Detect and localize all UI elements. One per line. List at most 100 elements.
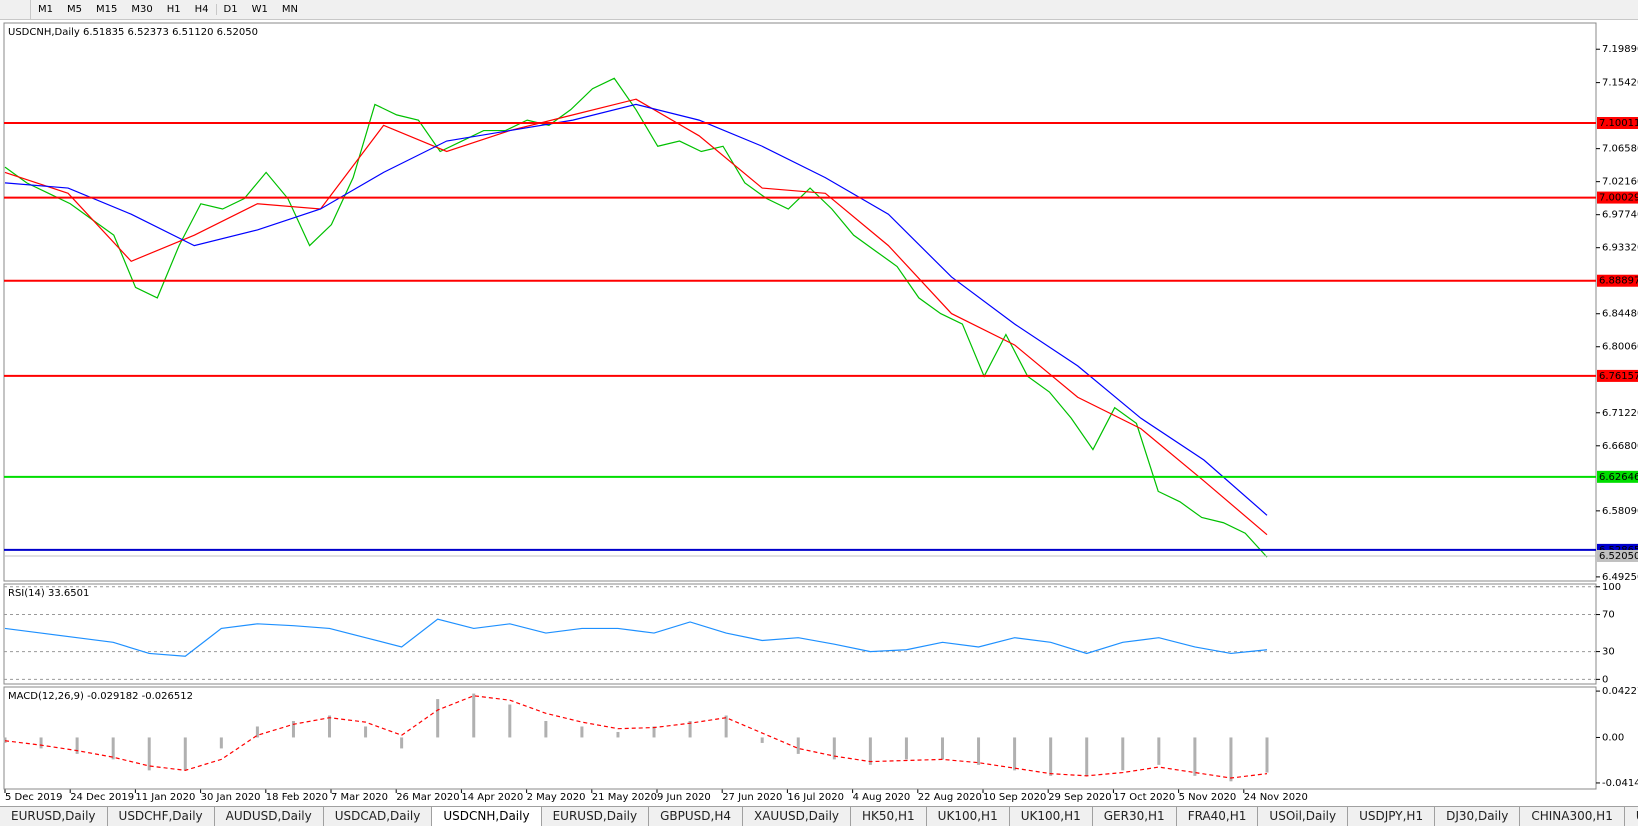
- y-tick-label: 6.49250: [1602, 572, 1638, 583]
- histogram-bar: [3, 737, 7, 743]
- histogram-bar: [580, 726, 584, 738]
- histogram-bar: [400, 737, 404, 749]
- y-tick-label: 6.84480: [1602, 309, 1638, 320]
- y-tick-label: 6.93320: [1602, 243, 1638, 254]
- y-tick-label: 6.66800: [1602, 441, 1638, 452]
- histogram-bar: [328, 715, 332, 738]
- histogram-bar: [39, 737, 43, 749]
- y-tick-label: 7.06580: [1602, 144, 1638, 155]
- histogram-bar: [724, 715, 728, 738]
- histogram-bar: [75, 737, 79, 754]
- y-tick-label: 30: [1602, 647, 1615, 658]
- timeframe-button[interactable]: M1: [38, 4, 53, 15]
- histogram-bar: [291, 721, 295, 738]
- x-tick-label: 16 Jul 2020: [787, 792, 844, 803]
- x-tick-label: 10 Sep 2020: [983, 792, 1046, 803]
- timeframe-button[interactable]: H1: [166, 4, 181, 15]
- y-tick-label: 0.042275: [1602, 686, 1638, 697]
- chart-tab[interactable]: USOil,Daily: [1258, 807, 1349, 826]
- x-tick-label: 24 Nov 2020: [1244, 792, 1308, 803]
- chart-tab[interactable]: EURUSD,Daily: [0, 807, 108, 826]
- histogram-bar: [472, 693, 476, 738]
- level-label: 7.10011: [1599, 118, 1638, 129]
- x-tick-label: 5 Dec 2019: [5, 792, 63, 803]
- chart-tab[interactable]: DJ30,Daily: [1435, 807, 1521, 826]
- panel-frame: [3, 686, 1597, 790]
- histogram-bar: [183, 737, 187, 771]
- histogram-bar: [1121, 737, 1125, 771]
- histogram-bar: [544, 721, 548, 738]
- chart-tab[interactable]: USDJPY,H1: [1348, 807, 1436, 826]
- histogram-bar: [255, 726, 259, 738]
- series-line: [4, 618, 1268, 657]
- y-tick-label: 7.19890: [1602, 44, 1638, 55]
- x-tick-label: 22 Aug 2020: [918, 792, 982, 803]
- x-tick-label: 4 Aug 2020: [853, 792, 911, 803]
- y-tick-label: 6.58090: [1602, 506, 1638, 517]
- chart-tab[interactable]: USDCAD,Daily: [324, 807, 433, 826]
- y-tick-label: 100: [1602, 582, 1621, 593]
- histogram-bar: [904, 737, 908, 760]
- y-tick-label: 6.80060: [1602, 342, 1638, 353]
- chart-tab[interactable]: GER30,H1: [1093, 807, 1177, 826]
- histogram-bar: [832, 737, 836, 760]
- chart-tab[interactable]: CHINA300,H1: [1520, 807, 1625, 826]
- y-tick-label: 6.97740: [1602, 210, 1638, 221]
- level-label: 6.88897: [1599, 276, 1638, 287]
- x-tick-label: 26 Mar 2020: [396, 792, 459, 803]
- chart-tab[interactable]: UK100,H1: [1010, 807, 1093, 826]
- chart-tab[interactable]: USDCHF,Daily: [108, 807, 215, 826]
- x-tick-label: 24 Dec 2019: [70, 792, 134, 803]
- histogram-bar: [1157, 737, 1161, 765]
- series-line: [4, 103, 1268, 516]
- panel-title: MACD(12,26,9) -0.029182 -0.026512: [8, 691, 193, 702]
- series-line: [4, 77, 1268, 558]
- toolbar-icon[interactable]: [0, 0, 31, 19]
- timeframe-button[interactable]: M15: [96, 4, 118, 15]
- x-tick-label: 29 Sep 2020: [1048, 792, 1111, 803]
- histogram-bar: [111, 737, 115, 760]
- x-tick-label: 14 Apr 2020: [461, 792, 523, 803]
- x-tick-label: 7 Mar 2020: [331, 792, 388, 803]
- histogram-bar: [868, 737, 872, 765]
- timeframe-button[interactable]: D1: [215, 4, 245, 15]
- chart-tab[interactable]: USOil,H1: [1625, 807, 1638, 826]
- histogram-bar: [364, 726, 368, 738]
- y-tick-label: 7.02160: [1602, 177, 1638, 188]
- histogram-bar: [219, 737, 223, 749]
- level-label: 6.62646: [1599, 472, 1638, 483]
- timeframe-button[interactable]: H4: [194, 4, 209, 15]
- histogram-bar: [1085, 737, 1089, 776]
- x-tick-label: 5 Nov 2020: [1179, 792, 1237, 803]
- timeframe-button[interactable]: M30: [131, 4, 153, 15]
- x-tick-label: 27 Jun 2020: [722, 792, 782, 803]
- y-tick-label: -0.04148: [1602, 778, 1638, 789]
- chart-tab[interactable]: HK50,H1: [851, 807, 927, 826]
- timeframe-button[interactable]: MN: [281, 4, 298, 15]
- panel-title: USDCNH,Daily 6.51835 6.52373 6.51120 6.5…: [8, 27, 258, 38]
- chart-tab[interactable]: USDCNH,Daily: [432, 807, 542, 826]
- chart-tab[interactable]: FRA40,H1: [1177, 807, 1259, 826]
- x-tick-label: 17 Oct 2020: [1113, 792, 1175, 803]
- histogram-bar: [1013, 737, 1017, 771]
- x-tick-label: 2 May 2020: [527, 792, 586, 803]
- histogram-bar: [940, 737, 944, 760]
- x-tick-label: 9 Jun 2020: [657, 792, 711, 803]
- panel-title: RSI(14) 33.6501: [8, 588, 89, 599]
- histogram-bar: [508, 704, 512, 738]
- chart-tab[interactable]: EURUSD,Daily: [542, 807, 650, 826]
- histogram-bar: [1193, 737, 1197, 776]
- chart-tab[interactable]: GBPUSD,H4: [649, 807, 743, 826]
- chart-tab[interactable]: UK100,H1: [927, 807, 1010, 826]
- histogram-bar: [652, 726, 656, 738]
- histogram-bar: [1049, 737, 1053, 776]
- histogram-bar: [147, 737, 151, 771]
- timeframe-button[interactable]: M5: [67, 4, 82, 15]
- timeframe-button[interactable]: W1: [251, 4, 268, 15]
- level-label: 6.52050: [1599, 551, 1638, 562]
- histogram-bar: [1229, 737, 1233, 782]
- chart-tab[interactable]: XAUUSD,Daily: [743, 807, 852, 826]
- level-label-box: [1597, 369, 1638, 382]
- chart-tab[interactable]: AUDUSD,Daily: [215, 807, 324, 826]
